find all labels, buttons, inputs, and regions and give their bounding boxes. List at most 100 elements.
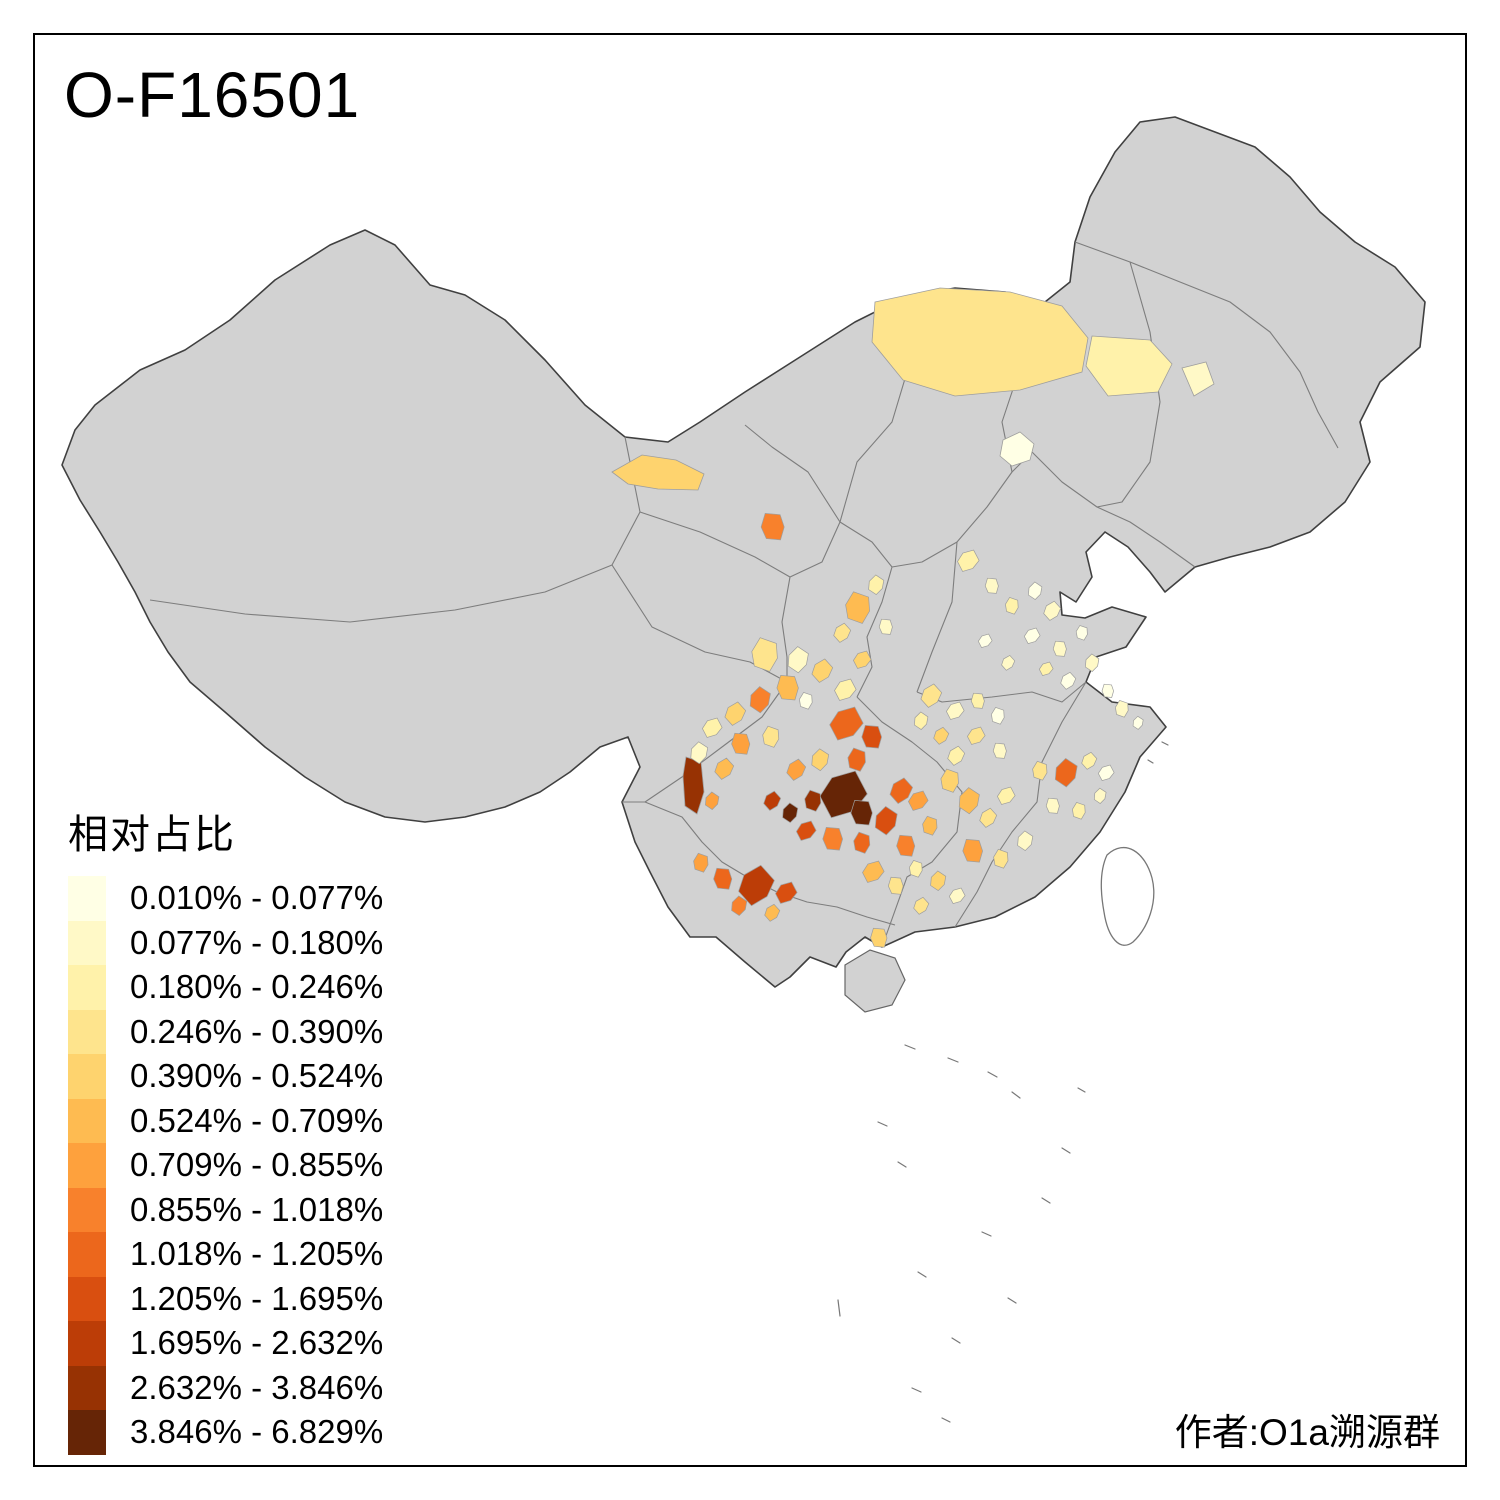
map-region [1032, 760, 1048, 781]
legend-swatch [68, 1365, 106, 1410]
legend-label: 0.855% - 1.018% [130, 1190, 384, 1228]
legend-label: 0.077% - 0.180% [130, 923, 384, 961]
map-region [1005, 596, 1019, 615]
legend-label: 3.846% - 6.829% [130, 1413, 384, 1451]
legend-label: 0.246% - 0.390% [130, 1012, 384, 1050]
map-region [984, 577, 999, 594]
map-region [993, 848, 1009, 869]
map-region [962, 839, 983, 863]
map-region [907, 790, 929, 811]
map-region [833, 622, 852, 643]
map-region [940, 768, 959, 793]
legend-label: 0.010% - 0.077% [130, 879, 384, 917]
legend-label: 0.709% - 0.855% [130, 1146, 384, 1184]
map-region [724, 701, 747, 726]
map-region [1181, 361, 1215, 397]
legend-item: 0.246% - 0.390% [68, 1009, 384, 1054]
map-region [862, 860, 885, 883]
map-region [966, 726, 986, 745]
map-region [1028, 581, 1043, 600]
map-region [977, 633, 993, 649]
map-region [1054, 757, 1078, 788]
page-title: O-F16501 [64, 59, 361, 131]
legend-item: 2.632% - 3.846% [68, 1365, 384, 1410]
map-region [829, 706, 864, 741]
map-region [957, 549, 980, 572]
map-region [787, 646, 809, 674]
map-region [714, 757, 735, 780]
legend-item: 0.077% - 0.180% [68, 920, 384, 965]
legend-swatch [68, 1054, 106, 1099]
map-region [896, 834, 916, 857]
map-region [991, 706, 1005, 725]
map-region [996, 786, 1016, 805]
map-region [1072, 801, 1086, 820]
legend-item: 0.855% - 1.018% [68, 1187, 384, 1232]
legend-label: 1.018% - 1.205% [130, 1235, 384, 1273]
legend-swatch [68, 1276, 106, 1321]
map-region [847, 747, 866, 772]
legend-label: 1.205% - 1.695% [130, 1279, 384, 1317]
map-region [887, 876, 904, 895]
map-region [822, 827, 843, 851]
map-region [804, 789, 822, 812]
legend-swatch [68, 965, 106, 1010]
map-region [922, 815, 938, 836]
legend-title: 相对占比 [68, 813, 236, 857]
map-region [799, 691, 813, 710]
map-region [749, 686, 771, 714]
map-region [958, 787, 980, 815]
map-region [693, 852, 709, 873]
map-region [1085, 335, 1173, 397]
legend-swatch [68, 1098, 106, 1143]
map-region [850, 800, 873, 826]
map-region [845, 591, 870, 624]
map-region [878, 618, 893, 635]
legend-swatch [68, 1232, 106, 1277]
legend-item: 0.180% - 0.246% [68, 965, 383, 1010]
map-region [933, 726, 950, 745]
map-region [1045, 797, 1060, 814]
legend-label: 0.180% - 0.246% [130, 968, 384, 1006]
legend-label: 2.632% - 3.846% [130, 1368, 384, 1406]
map-region [999, 431, 1035, 467]
map-region [760, 513, 785, 541]
map-region [945, 701, 965, 720]
map-region [764, 903, 781, 922]
map-region [947, 745, 966, 766]
map-region [795, 820, 817, 841]
map-region [1060, 671, 1077, 690]
map-region [1101, 683, 1114, 698]
map-region [930, 870, 947, 892]
map-region [1052, 640, 1067, 657]
map-region [913, 896, 930, 915]
map-region [948, 887, 966, 905]
map-region [1038, 661, 1054, 677]
map-region [920, 683, 943, 708]
map-region [776, 675, 799, 701]
map-region [1075, 625, 1088, 641]
legend: 相对占比 0.010% - 0.077% 0.077% - 0.180% 0.1… [68, 802, 383, 1455]
legend-label: 0.524% - 0.709% [130, 1101, 384, 1139]
map-region [1093, 787, 1107, 804]
map-region [853, 831, 871, 854]
map-region [811, 658, 834, 683]
legend-item: 0.010% - 0.077% [68, 876, 383, 921]
map-region [914, 711, 929, 730]
legend-item: 0.524% - 0.709% [68, 1098, 384, 1143]
legend-item: 0.390% - 0.524% [68, 1054, 383, 1099]
legend-item: 1.205% - 1.695% [68, 1276, 384, 1321]
map-region [762, 725, 780, 748]
map-region [852, 650, 872, 669]
map-region [1017, 830, 1034, 852]
map-region [775, 881, 798, 904]
map-region [713, 867, 733, 890]
map-region [979, 807, 998, 828]
legend-label: 1.695% - 2.632% [130, 1324, 384, 1362]
map-region [782, 802, 799, 824]
map-region [611, 454, 705, 491]
map-region [1097, 764, 1115, 782]
map-region [690, 741, 709, 765]
